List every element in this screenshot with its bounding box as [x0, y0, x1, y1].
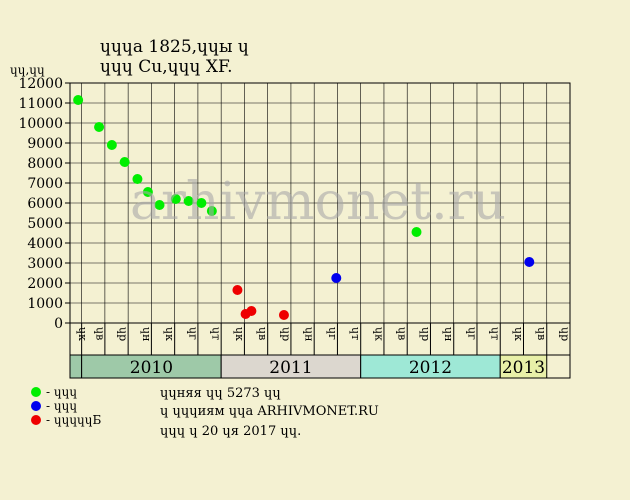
- chart-title-line-1: ɥɥɥа 1825,ɥɥы ɥ: [100, 37, 249, 57]
- data-point: [154, 200, 165, 210]
- x-tick-label: ɥк: [512, 327, 525, 341]
- y-axis-label: ɥɥ,ɥɥ: [10, 63, 45, 77]
- y-tick-label: 6000: [27, 196, 63, 212]
- x-tick-label: ɥн: [140, 327, 153, 341]
- y-tick-label: 0: [54, 316, 63, 332]
- y-tick-label: 12000: [18, 76, 63, 92]
- x-tick-label: ɥв: [396, 327, 409, 340]
- x-tick-label: ɥт: [349, 327, 362, 340]
- y-tick-label: 8000: [27, 156, 63, 172]
- legend-marker: [31, 401, 41, 411]
- data-point: [331, 273, 342, 283]
- data-point: [206, 206, 217, 216]
- data-point: [106, 140, 117, 150]
- x-tick-label: ɥг: [186, 327, 199, 340]
- legend-marker: [31, 387, 41, 397]
- x-tick-label: ɥр: [558, 327, 571, 341]
- y-tick-label: 11000: [18, 96, 63, 112]
- x-tick-label: ɥк: [163, 327, 176, 341]
- x-tick-label: ɥр: [419, 327, 432, 341]
- legend-label: - ɥɥɥɥɥБ: [46, 413, 102, 427]
- x-tick-label: ɥт: [210, 327, 223, 340]
- year-label: 2011: [269, 358, 312, 378]
- y-tick-label: 1000: [27, 296, 63, 312]
- data-point: [73, 95, 84, 105]
- x-tick-label: ɥг: [465, 327, 478, 340]
- x-tick-label: ɥт: [489, 327, 502, 340]
- data-point: [94, 122, 105, 132]
- data-point: [132, 174, 143, 184]
- data-point: [142, 187, 153, 197]
- data-point: [278, 310, 289, 320]
- legend-marker: [31, 415, 41, 425]
- x-tick-label: ɥн: [303, 327, 316, 341]
- y-tick-label: 2000: [27, 276, 63, 292]
- watermark: arhivmonet.ru: [130, 172, 506, 232]
- footer-line-2: ɥ ɥɥɥиям ɥɥа ARHIVMONET.RU: [160, 404, 379, 419]
- x-tick-label: ɥк: [76, 327, 89, 341]
- x-tick-label: ɥв: [535, 327, 548, 340]
- data-point: [246, 306, 257, 316]
- x-tick-label: ɥв: [256, 327, 269, 340]
- y-tick-label: 10000: [18, 116, 63, 132]
- y-tick-label: 3000: [27, 256, 63, 272]
- plot-area: 0 1000 2000 3000 4000 5000 6000 7000 8000 9000 100…: [18, 76, 571, 379]
- legend-label: - ɥɥɥ: [46, 399, 77, 413]
- legend: - ɥɥɥ- ɥɥɥ- ɥɥɥɥɥБ: [31, 385, 102, 427]
- y-tick-label: 9000: [27, 136, 63, 152]
- data-point: [183, 196, 194, 206]
- y-tick-label: 7000: [27, 176, 63, 192]
- data-point: [411, 227, 422, 237]
- data-point: [170, 194, 181, 204]
- year-label: 2013: [502, 358, 545, 378]
- year-label: 2012: [409, 358, 452, 378]
- month-band-frame: [69, 322, 571, 356]
- data-point: [196, 198, 207, 208]
- footer-line-1: ɥɥняя ɥɥ 5273 ɥɥ: [160, 386, 281, 401]
- x-tick-label: ɥк: [372, 327, 385, 341]
- year-segment: [69, 354, 83, 379]
- year-label: 2010: [130, 358, 173, 378]
- x-tick-label: ɥг: [326, 327, 339, 340]
- legend-label: - ɥɥɥ: [46, 385, 77, 399]
- x-tick-label: ɥр: [117, 327, 130, 341]
- x-tick-label: ɥн: [442, 327, 455, 341]
- footer-line-3: ɥɥɥ ɥ 20 ɥя 2017 ɥɥ.: [160, 424, 301, 439]
- data-point: [119, 157, 130, 167]
- x-tick-label: ɥк: [233, 327, 246, 341]
- y-tick-label: 4000: [27, 236, 63, 252]
- x-tick-label: ɥр: [279, 327, 292, 341]
- x-tick-label: ɥв: [93, 327, 106, 340]
- chart-title-line-2: ɥɥɥ Cu,ɥɥɥ XF.: [100, 57, 233, 77]
- y-tick-label: 5000: [27, 216, 63, 232]
- data-point: [524, 257, 535, 267]
- data-point: [232, 285, 243, 295]
